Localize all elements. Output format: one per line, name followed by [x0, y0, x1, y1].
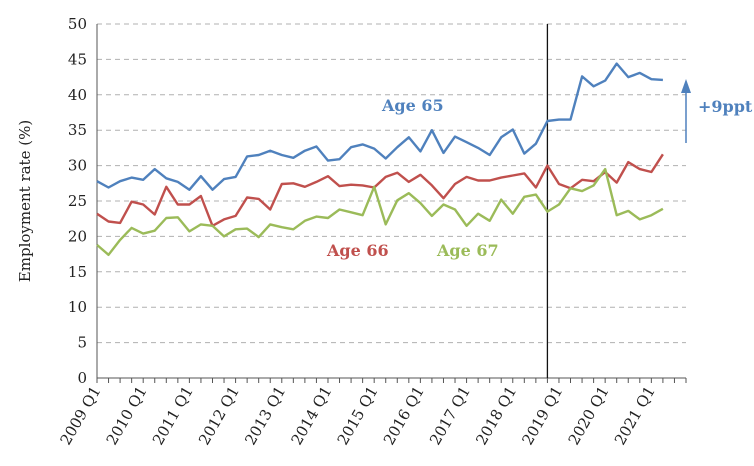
- series-label-age-67: Age 67: [436, 241, 499, 260]
- y-tick-label: 20: [68, 227, 87, 245]
- x-tick-label: 2009 Q1: [56, 383, 104, 448]
- series-label-age-65: Age 65: [381, 96, 444, 115]
- series-lines: [96, 62, 664, 257]
- series-line-age-66: [96, 153, 664, 228]
- x-tick-label: 2013 Q1: [241, 383, 289, 448]
- x-tick-label: 2012 Q1: [195, 383, 243, 448]
- y-tick-label: 35: [68, 121, 87, 139]
- y-tick-label: 30: [68, 157, 87, 175]
- x-tick-label: 2011 Q1: [149, 383, 197, 448]
- change-arrow-head: [681, 79, 691, 93]
- y-axis-title: Employment rate (%): [16, 120, 34, 282]
- series-line-age-65: [96, 62, 663, 191]
- x-tick-label: 2021 Q1: [611, 383, 659, 448]
- x-tick-label: 2020 Q1: [565, 383, 613, 448]
- gridlines: [96, 23, 686, 379]
- y-tick-label: 10: [68, 298, 87, 316]
- x-tick-label: 2016 Q1: [380, 383, 428, 448]
- y-tick-label: 0: [77, 369, 87, 387]
- y-tick-label: 40: [68, 86, 87, 104]
- y-tick-label: 25: [68, 192, 87, 210]
- y-tick-label: 50: [68, 15, 87, 33]
- y-tick-label: 45: [68, 50, 87, 68]
- y-tick-label: 15: [68, 263, 87, 281]
- series-line-age-67: [96, 167, 664, 257]
- x-tick-label: 2014 Q1: [287, 383, 335, 448]
- x-tick-label: 2019 Q1: [518, 383, 566, 448]
- y-tick-label: 5: [77, 334, 87, 352]
- x-tick-label: 2015 Q1: [334, 383, 382, 448]
- annotations: +9ppt: [681, 79, 753, 143]
- x-tick-label: 2010 Q1: [103, 383, 151, 448]
- x-tick-label: 2017 Q1: [426, 383, 474, 448]
- y-axis-ticks: 0 5 10 15 20 25 30 35 40 45 50: [68, 15, 87, 387]
- change-annotation-label: +9ppt: [698, 97, 753, 116]
- series-label-age-66: Age 66: [326, 241, 389, 260]
- x-tick-label: 2018 Q1: [472, 383, 520, 448]
- series-labels: Age 65 Age 66 Age 67: [326, 96, 499, 260]
